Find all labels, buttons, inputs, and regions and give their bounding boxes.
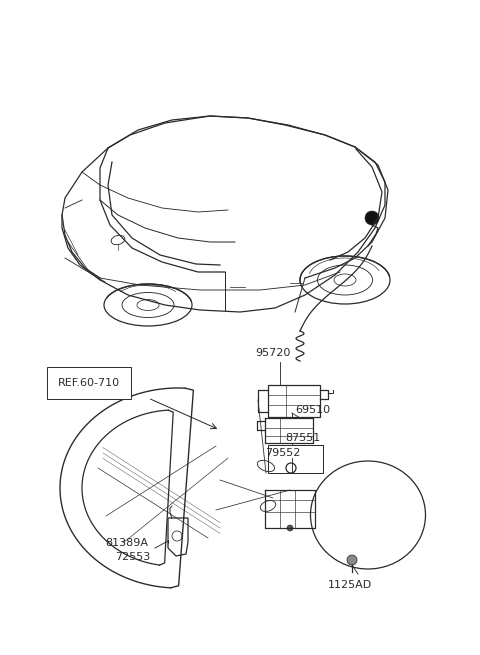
Circle shape bbox=[365, 211, 379, 225]
Text: 69510: 69510 bbox=[295, 405, 330, 415]
Text: REF.60-710: REF.60-710 bbox=[58, 378, 120, 388]
Text: 72553: 72553 bbox=[115, 552, 150, 562]
Text: 95720: 95720 bbox=[255, 348, 290, 358]
Text: 87551: 87551 bbox=[285, 433, 320, 443]
Text: 81389A: 81389A bbox=[105, 538, 148, 548]
Circle shape bbox=[347, 555, 357, 565]
Text: 79552: 79552 bbox=[265, 448, 300, 458]
Circle shape bbox=[287, 525, 293, 531]
Text: 1125AD: 1125AD bbox=[328, 580, 372, 590]
